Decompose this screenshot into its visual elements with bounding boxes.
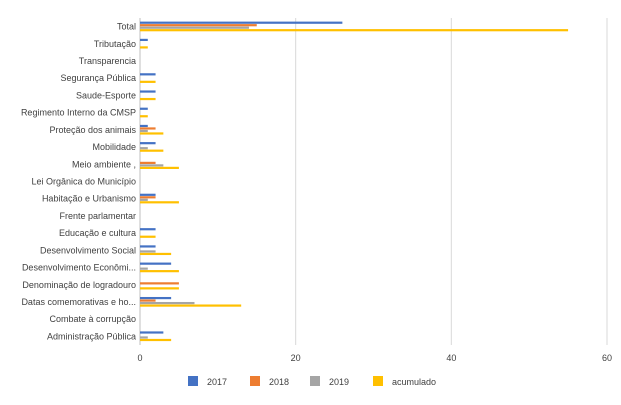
bar-2019 (140, 26, 249, 29)
x-tick-label: 0 (137, 353, 142, 363)
bar-2017 (140, 107, 148, 110)
bar-2017 (140, 245, 156, 248)
x-tick-label: 20 (291, 353, 301, 363)
category-label: Mobilidade (92, 142, 136, 152)
bar-2017 (140, 124, 148, 128)
bar-2018 (140, 299, 156, 302)
bar-acumulado (140, 201, 179, 204)
legend-label: acumulado (392, 377, 436, 387)
bar-acumulado (140, 252, 172, 256)
bar-acumulado (140, 270, 179, 273)
bar-acumulado (140, 80, 156, 83)
x-tick-label: 60 (602, 353, 612, 363)
category-label: Desenvolvimento Social (40, 245, 136, 255)
category-label: Habitação e Urbanismo (42, 194, 136, 204)
category-label: Lei Orgânica do Município (31, 177, 136, 187)
bar-2018 (140, 282, 179, 285)
category-label: Transparencia (79, 56, 136, 66)
category-labels: Total Tributação Transparencia Segurança Pú… (21, 22, 137, 342)
category-label: Saude-Esporte (76, 90, 136, 100)
legend-swatch (373, 376, 383, 386)
bar-2018 (140, 24, 257, 27)
bar-2017 (140, 73, 156, 76)
bar-2017 (140, 142, 156, 145)
legend-label: 2019 (329, 377, 349, 387)
gridlines (139, 18, 608, 345)
bar-acumulado (140, 287, 179, 290)
category-label: Proteção dos animais (49, 125, 136, 135)
bar-acumulado (140, 235, 156, 238)
bar-acumulado (140, 132, 164, 135)
bar-acumulado (140, 46, 148, 49)
category-label: Frente parlamentar (59, 211, 136, 221)
bar-acumulado (140, 149, 164, 152)
bars (140, 21, 569, 342)
category-label: Combate à corrupção (49, 314, 136, 324)
bar-2019 (140, 336, 148, 339)
category-label: Datas comemorativas e ho... (21, 297, 136, 307)
bar-2018 (140, 127, 156, 130)
bar-2017 (140, 21, 343, 24)
bar-2017 (140, 193, 156, 196)
legend-label: 2018 (269, 377, 289, 387)
category-label: Regimento Interno da CMSP (21, 108, 136, 118)
legend-swatch (310, 376, 320, 386)
bar-acumulado (140, 29, 569, 32)
legend-label: 2017 (207, 377, 227, 387)
bar-2019 (140, 301, 195, 305)
bar-2017 (140, 228, 156, 231)
legend: 2017 2018 2019 acumulado (188, 376, 436, 387)
bar-acumulado (140, 97, 156, 101)
category-label: Educação e cultura (59, 228, 136, 238)
bar-2019 (140, 250, 156, 253)
bar-2017 (140, 331, 164, 334)
x-tick-labels: 0 20 40 60 (137, 353, 612, 363)
bar-2019 (140, 164, 164, 167)
bar-2018 (140, 161, 156, 164)
legend-swatch (250, 376, 260, 386)
category-label: Total (117, 22, 136, 32)
bar-2017 (140, 262, 172, 265)
bar-2017 (140, 90, 156, 93)
bar-2019 (140, 198, 148, 201)
category-label: Administração Pública (47, 331, 136, 341)
bar-acumulado (140, 304, 242, 307)
x-tick-label: 40 (446, 353, 456, 363)
bar-acumulado (140, 338, 172, 342)
category-label: Desenvolvimento Econômi... (22, 263, 136, 273)
bar-2019 (140, 267, 148, 270)
category-label: Segurança Pública (60, 73, 136, 83)
bar-2018 (140, 196, 156, 199)
legend-swatch (188, 376, 198, 386)
bar-2019 (140, 129, 148, 133)
bar-acumulado (140, 115, 148, 118)
category-label: Denominação de logradouro (22, 280, 136, 290)
bar-2017 (140, 38, 148, 42)
bar-2017 (140, 296, 172, 300)
bar-2019 (140, 147, 148, 150)
category-label: Meio ambiente , (72, 159, 136, 169)
category-label: Tributação (94, 39, 136, 49)
bar-acumulado (140, 166, 179, 169)
